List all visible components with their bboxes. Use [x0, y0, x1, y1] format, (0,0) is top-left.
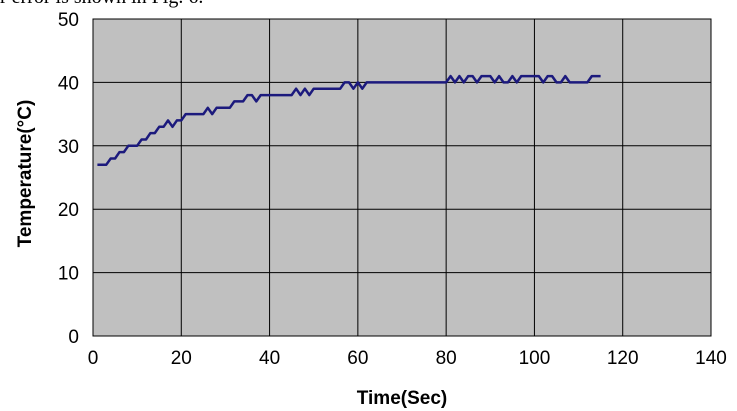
- y-tick-label: 30: [58, 137, 79, 158]
- series-layer: [97, 74, 601, 167]
- x-axis-label: Time(Sec): [357, 388, 447, 409]
- plot-area: [92, 18, 712, 337]
- caption-fragment: r error is shown in Fig. 6.: [0, 0, 203, 9]
- y-tick-label: 50: [58, 10, 79, 31]
- x-tick-label: 80: [436, 348, 457, 369]
- x-tick-label: 0: [88, 348, 99, 369]
- x-tick-labels: 0 20 40 60 80 100 120 140: [88, 348, 727, 369]
- x-tick-label: 100: [519, 348, 551, 369]
- y-axis-label: Temperature(°C): [15, 100, 36, 248]
- x-tick-label: 60: [347, 348, 368, 369]
- y-tick-label: 10: [58, 264, 79, 285]
- x-tick-label: 140: [695, 348, 727, 369]
- y-tick-label: 0: [68, 327, 79, 348]
- y-tick-label: 20: [58, 200, 79, 221]
- x-tick-label: 120: [607, 348, 639, 369]
- y-tick-labels: 0 10 20 30 40 50: [58, 10, 79, 348]
- series-line-0: [97, 74, 601, 167]
- x-tick-label: 20: [171, 348, 192, 369]
- y-tick-label: 40: [58, 73, 79, 94]
- x-tick-label: 40: [259, 348, 280, 369]
